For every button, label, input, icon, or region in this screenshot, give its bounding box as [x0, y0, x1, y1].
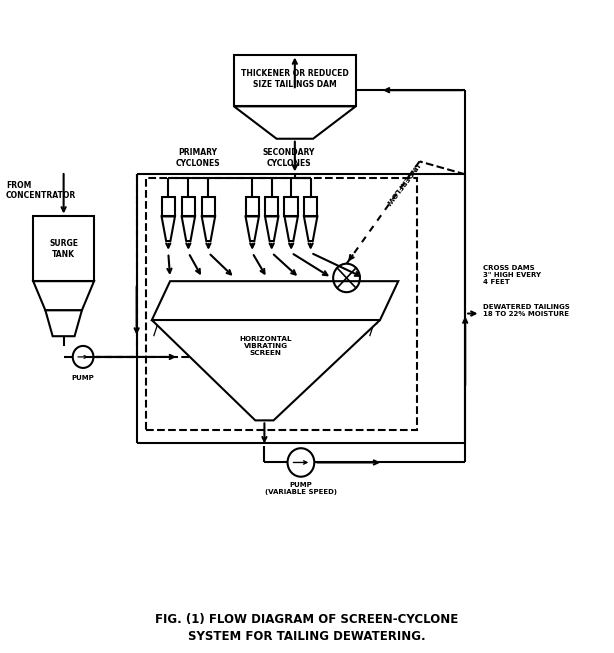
Polygon shape: [202, 197, 215, 216]
Text: PRIMARY
CYCLONES: PRIMARY CYCLONES: [175, 148, 220, 168]
Polygon shape: [182, 216, 195, 241]
Text: PUMP: PUMP: [72, 375, 95, 381]
Text: FIG. (1) FLOW DIAGRAM OF SCREEN-CYCLONE
SYSTEM FOR TAILING DEWATERING.: FIG. (1) FLOW DIAGRAM OF SCREEN-CYCLONE …: [155, 613, 459, 643]
Polygon shape: [202, 216, 215, 241]
Polygon shape: [265, 197, 278, 216]
Polygon shape: [33, 281, 94, 310]
Polygon shape: [265, 216, 278, 241]
Text: FROM
CONCENTRATOR: FROM CONCENTRATOR: [6, 181, 76, 200]
Bar: [146, 178, 416, 430]
Polygon shape: [284, 216, 298, 241]
Polygon shape: [152, 281, 398, 320]
Text: DEWATERED TAILINGS
18 TO 22% MOISTURE: DEWATERED TAILINGS 18 TO 22% MOISTURE: [483, 304, 570, 317]
Polygon shape: [304, 197, 317, 216]
Polygon shape: [161, 216, 175, 241]
Bar: [33, 216, 94, 281]
Text: THICKENER OR REDUCED
SIZE TAILINGS DAM: THICKENER OR REDUCED SIZE TAILINGS DAM: [241, 69, 349, 89]
Polygon shape: [284, 197, 298, 216]
Text: SECONDARY
CYCLONES: SECONDARY CYCLONES: [263, 148, 315, 168]
Text: HORIZONTAL
VIBRATING
SCREEN: HORIZONTAL VIBRATING SCREEN: [239, 336, 292, 356]
Polygon shape: [234, 106, 356, 138]
Text: CROSS DAMS
3" HIGH EVERY
4 FEET: CROSS DAMS 3" HIGH EVERY 4 FEET: [483, 264, 542, 285]
Polygon shape: [45, 310, 82, 336]
Polygon shape: [182, 197, 195, 216]
Polygon shape: [304, 216, 317, 241]
Polygon shape: [161, 197, 175, 216]
Polygon shape: [246, 197, 259, 216]
Bar: [234, 55, 356, 106]
Polygon shape: [152, 320, 380, 421]
Text: PUMP
(VARIABLE SPEED): PUMP (VARIABLE SPEED): [265, 482, 337, 495]
Text: UNDERFLOW: UNDERFLOW: [383, 161, 419, 206]
Text: SURGE
TANK: SURGE TANK: [49, 239, 78, 259]
Polygon shape: [246, 216, 259, 241]
